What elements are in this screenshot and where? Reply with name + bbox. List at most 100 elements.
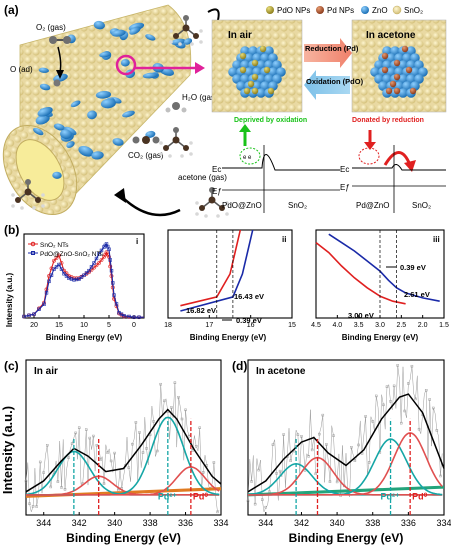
zno-atom [378,81,388,91]
annotation: 0.39 eV [236,316,262,325]
data-point [122,314,126,318]
zno-atom [402,81,412,91]
svg-text:e e: e e [243,155,252,161]
zno-atom [410,67,420,77]
o-ad-atom [53,79,61,87]
data-point [111,281,115,285]
raw-point [367,461,371,464]
np-atom [409,87,417,95]
panel-a-label: (a) [4,3,19,17]
cd-ylabel: Intensity (a.u.) [0,406,15,494]
x-tick-label: 18 [164,322,172,329]
x-tick-label: 20 [30,322,38,329]
in-acetone-cluster-box: In acetone [351,19,447,113]
zno-patch [122,110,135,118]
zoom-arrowhead [195,62,205,74]
raw-point [212,461,216,464]
oxygen-atom [183,15,189,21]
fit-component [248,432,443,496]
zno-patch [112,138,124,146]
raw-point [56,480,60,483]
raw-point [389,400,392,403]
zno-atom [260,53,270,63]
zno-atom [382,74,392,84]
zno-patch [52,171,62,179]
x-axis-label: Binding Energy (eV) [66,531,181,545]
zno-atom [272,74,282,84]
data-point [112,293,116,297]
np-atom [251,73,259,81]
x-tick-label: 4.5 [311,322,321,329]
zno-patch [87,110,97,120]
raw-point [428,398,431,401]
oxygen-atom [25,179,31,185]
oxygen-atom [173,127,179,133]
molecules: O₂ (gas) O (ad) H₂O (gas) CO₂ (gas) acet… [10,8,229,218]
hydrogen-atom [159,152,163,156]
x-tick-label: 340 [330,518,345,528]
x-tick-label: 344 [258,518,273,528]
zno-atom [256,60,266,70]
raw-point [432,406,435,410]
x-tick-label: 2.5 [396,322,406,329]
o2-label: O₂ (gas) [36,23,66,32]
raw-point [282,433,285,436]
hydrogen-atom [169,29,173,33]
zno-atom [398,88,408,98]
raw-point [28,502,31,505]
zno-atom [264,46,274,56]
legend-marker [31,251,35,255]
raw-point [191,449,194,452]
chart-title: In acetone [256,366,306,377]
background-line [247,486,445,496]
hydrogen-atom [180,154,184,158]
acetone-molecules [11,15,229,218]
x-axis-label: Binding Energy (eV) [190,333,267,342]
raw-point [99,458,102,461]
subplot-label: i [136,237,138,246]
raw-point [439,474,442,478]
raw-point [375,394,378,398]
oxidation-label: Oxidation (PdO) [306,77,364,86]
acetone-molecule [11,179,45,210]
plot-frame [167,229,293,319]
raw-point [187,434,191,438]
raw-point [24,480,28,483]
x-axis-label: Binding Energy (eV) [46,333,123,342]
carbon-atom [219,205,225,211]
data-point [94,256,99,261]
np-atom [239,52,247,60]
data-point [57,253,61,258]
annotation: 16.43 eV [234,292,264,301]
data-point [64,274,69,278]
hydrogen-atom [189,152,193,156]
data-point [97,261,101,265]
raw-point [400,421,403,425]
data-point [79,275,84,279]
carbon-atom [183,145,189,151]
np-atom [389,80,397,88]
x-tick-label: 338 [143,518,158,528]
x-tick-label: 16 [247,322,255,329]
zno-patch [60,129,72,140]
raw-point [102,482,106,485]
np-atom [247,80,255,88]
x-tick-label: 4.0 [332,322,342,329]
zno-atom [264,74,274,84]
hydrogen-atom [225,201,229,205]
raw-point [38,460,42,464]
x-tick-label: 344 [36,518,51,528]
raw-point [321,413,325,417]
data-point [42,302,46,306]
data-point [54,256,59,260]
x-tick-label: 10 [80,322,88,329]
zno-patch [39,83,51,91]
data-point [69,277,74,281]
raw-point [278,469,282,473]
raw-point [138,431,141,434]
raw-point [328,480,332,483]
zno-atom [414,74,424,84]
raw-point [403,409,406,413]
donated-label: Donated by reduction [352,117,424,124]
panel-c-label: (c) [4,359,19,373]
